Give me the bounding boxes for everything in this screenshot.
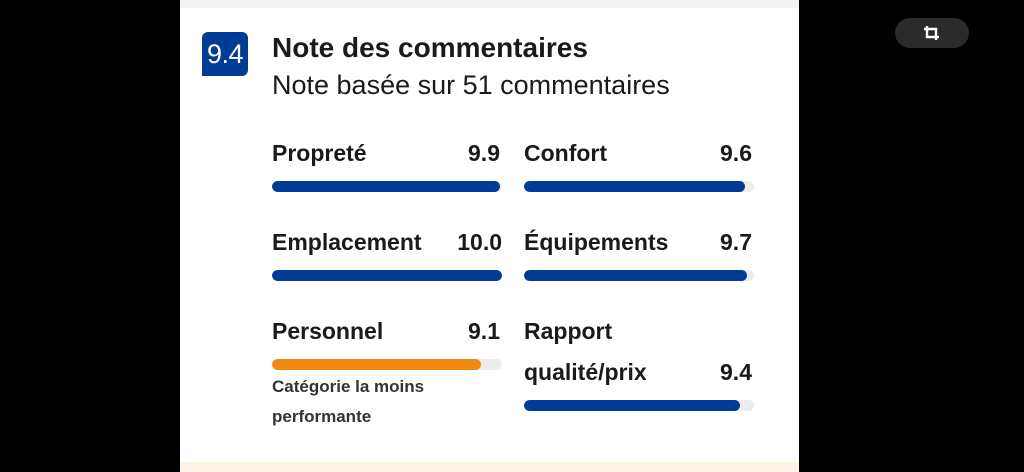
- category-bar: [272, 359, 502, 370]
- category-bar: [272, 270, 502, 281]
- bottom-divider: [180, 462, 799, 472]
- category-bar: [524, 270, 754, 281]
- category-rapport-qualite-prix: Rapport qualité/prix 9.4: [524, 318, 754, 418]
- top-divider: [180, 0, 799, 8]
- category-bar-fill: [272, 359, 482, 370]
- crop-button[interactable]: [895, 18, 969, 48]
- crop-icon: [924, 26, 939, 40]
- category-bar-fill: [524, 270, 748, 281]
- category-score: 10.0: [457, 229, 502, 255]
- category-bar: [524, 181, 754, 192]
- category-score: 9.9: [468, 140, 500, 166]
- category-proprete: Propreté 9.9: [272, 140, 502, 200]
- category-personnel: Personnel 9.1 Catégorie la moins perform…: [272, 318, 502, 438]
- category-label: Personnel: [272, 318, 384, 344]
- category-bar: [524, 400, 754, 411]
- category-emplacement: Emplacement 10.0: [272, 229, 502, 289]
- category-label: Propreté: [272, 140, 367, 166]
- category-score: 9.4: [720, 359, 752, 385]
- category-bar-fill: [524, 181, 745, 192]
- category-bar-fill: [272, 270, 502, 281]
- reviews-card: 9.4 Note des commentaires Note basée sur…: [180, 0, 799, 472]
- category-label-line1: Rapport: [524, 318, 613, 344]
- category-bar-fill: [272, 181, 500, 192]
- reviews-title: Note des commentaires: [272, 32, 588, 63]
- category-label: Équipements: [524, 229, 669, 255]
- category-bar-fill: [524, 400, 741, 411]
- category-label: Emplacement: [272, 229, 422, 255]
- category-score: 9.7: [720, 229, 752, 255]
- category-bar: [272, 181, 502, 192]
- category-label-line2: qualité/prix: [524, 359, 647, 385]
- category-label: Confort: [524, 140, 608, 166]
- category-confort: Confort 9.6: [524, 140, 754, 200]
- category-score: 9.1: [468, 318, 500, 344]
- lowest-category-note: Catégorie la moins performante: [272, 377, 425, 426]
- overall-score-badge: 9.4: [202, 32, 248, 76]
- reviews-subtitle: Note basée sur 51 commentaires: [272, 70, 670, 100]
- category-equipements: Équipements 9.7: [524, 229, 754, 289]
- category-score: 9.6: [720, 140, 752, 166]
